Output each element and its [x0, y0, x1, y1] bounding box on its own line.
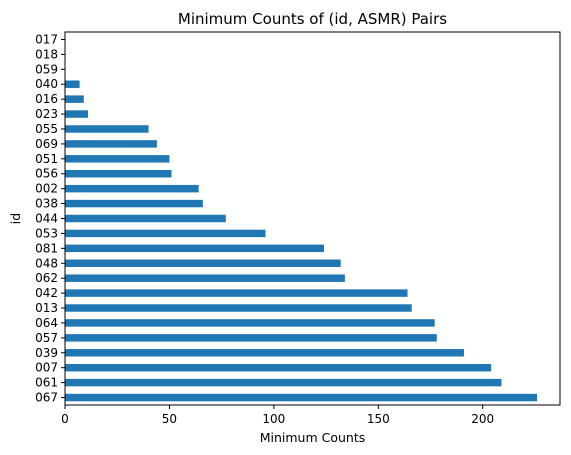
y-tick-label: 064 — [35, 316, 58, 330]
bar-069 — [65, 140, 157, 148]
y-tick-label: 051 — [35, 152, 58, 166]
x-axis-label: Minimum Counts — [260, 430, 366, 445]
y-tick-label: 053 — [35, 226, 58, 240]
bar-061 — [65, 378, 502, 387]
y-tick-label: 067 — [35, 391, 58, 405]
y-tick-label: 081 — [35, 241, 58, 255]
bar-002 — [65, 184, 199, 193]
y-tick-label: 007 — [35, 361, 58, 375]
bar-039 — [65, 349, 464, 357]
y-tick-label: 044 — [35, 212, 58, 226]
bar-048 — [65, 259, 341, 267]
y-axis-label: id — [8, 213, 23, 224]
x-tick-label: 150 — [367, 412, 390, 426]
y-tick-label: 013 — [35, 301, 58, 315]
y-tick-label: 023 — [35, 107, 58, 121]
y-tick-label: 040 — [35, 77, 58, 91]
x-axis: 0 50 100 150 200 — [61, 405, 494, 426]
bar-013 — [65, 304, 412, 312]
x-tick-label: 100 — [262, 412, 285, 426]
y-tick-label: 002 — [35, 182, 58, 196]
x-tick-label: 50 — [162, 412, 177, 426]
bar-057 — [65, 334, 437, 342]
y-tick-label: 057 — [35, 331, 58, 345]
y-tick-label: 048 — [35, 256, 58, 270]
bar-023 — [65, 110, 88, 118]
y-tick-label: 069 — [35, 137, 58, 151]
bar-062 — [65, 274, 345, 282]
y-tick-label: 059 — [35, 62, 58, 76]
bar-051 — [65, 155, 170, 163]
bar-064 — [65, 319, 435, 327]
bar-081 — [65, 244, 324, 253]
y-tick-label: 018 — [35, 47, 58, 61]
bar-067 — [65, 393, 538, 402]
y-tick-label: 055 — [35, 122, 58, 136]
bar-038 — [65, 199, 203, 208]
y-tick-label: 017 — [35, 32, 58, 46]
y-tick-label: 061 — [35, 376, 58, 390]
x-tick-label: 0 — [61, 412, 69, 426]
y-tick-label: 062 — [35, 271, 58, 285]
bars — [65, 80, 538, 402]
bar-040 — [65, 80, 80, 88]
bar-056 — [65, 170, 172, 178]
plot-frame — [64, 31, 561, 406]
chart-title: Minimum Counts of (id, ASMR) Pairs — [178, 10, 447, 28]
y-tick-label: 039 — [35, 346, 58, 360]
y-tick-label: 056 — [35, 167, 58, 181]
bar-044 — [65, 214, 226, 223]
bar-007 — [65, 363, 492, 372]
bar-016 — [65, 95, 84, 103]
x-tick-label: 200 — [471, 412, 494, 426]
y-tick-label: 042 — [35, 286, 58, 300]
y-tick-label: 038 — [35, 197, 58, 211]
y-axis: 0670610070390570640130420620480810530440… — [35, 32, 65, 405]
bar-042 — [65, 289, 408, 297]
bar-055 — [65, 125, 149, 133]
bar-053 — [65, 229, 266, 238]
y-tick-label: 016 — [35, 92, 58, 106]
